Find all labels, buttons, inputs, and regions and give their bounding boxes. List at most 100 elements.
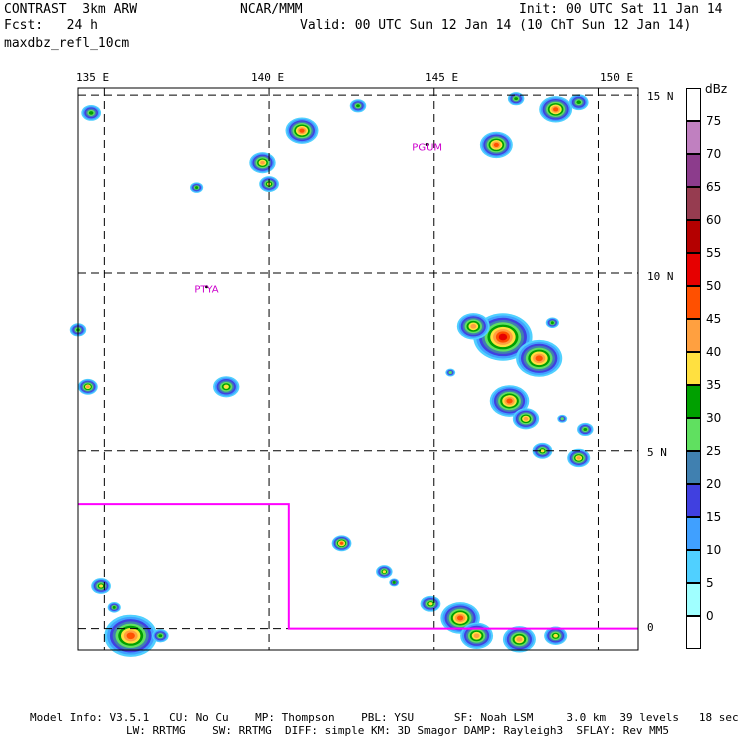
grid-layer bbox=[78, 88, 638, 650]
colorbar-label: 0 bbox=[706, 609, 714, 623]
echo-cell bbox=[389, 578, 400, 587]
echo-level-30 bbox=[356, 104, 360, 108]
valid-time: Valid: 00 UTC Sun 12 Jan 14 (10 ChT Sun … bbox=[300, 18, 692, 33]
colorbar-swatch bbox=[686, 583, 701, 616]
echo-level-40 bbox=[473, 633, 480, 639]
colorbar-label: 60 bbox=[706, 213, 722, 227]
echo-cell bbox=[91, 578, 111, 594]
echo-cell bbox=[479, 131, 513, 159]
lat-label-15: 15 N bbox=[647, 90, 674, 103]
colorbar-swatch bbox=[686, 418, 701, 451]
echo-level-30 bbox=[583, 427, 588, 431]
echo-cell bbox=[249, 152, 276, 174]
echo-cell bbox=[445, 368, 456, 377]
echo-level-30 bbox=[158, 634, 163, 638]
colorbar-swatch bbox=[686, 220, 701, 253]
echo-cell bbox=[516, 339, 563, 377]
echo-cell bbox=[557, 414, 568, 423]
colorbar-swatch bbox=[686, 319, 701, 352]
colorbar-label: 10 bbox=[706, 543, 722, 557]
colorbar-label: 15 bbox=[706, 510, 722, 524]
echo-cell bbox=[152, 629, 169, 643]
echo-level-40 bbox=[523, 416, 529, 421]
colorbar-label: 40 bbox=[706, 345, 722, 359]
echo-cell bbox=[190, 182, 204, 193]
echo-level-35 bbox=[99, 584, 104, 588]
echo-cell bbox=[545, 317, 559, 329]
echo-cell bbox=[420, 595, 441, 612]
station-label: PTYA bbox=[194, 285, 218, 296]
echo-cell bbox=[78, 378, 98, 395]
echo-level-40 bbox=[86, 385, 90, 389]
lon-label-150: 150 E bbox=[600, 71, 634, 84]
echo-cell bbox=[507, 92, 525, 106]
echo-level-30 bbox=[576, 100, 581, 105]
field-name: maxdbz_refl_10cm bbox=[4, 36, 130, 51]
colorbar-label: 30 bbox=[706, 411, 722, 425]
lon-label-145: 145 E bbox=[425, 71, 459, 84]
echo-level-35 bbox=[540, 449, 545, 453]
echo-cell bbox=[489, 385, 530, 417]
colorbar-unit: dBz bbox=[705, 82, 728, 96]
colorbar-swatch bbox=[686, 451, 701, 484]
echo-cell bbox=[81, 104, 102, 121]
echo-level-45 bbox=[126, 632, 135, 640]
echo-level-30 bbox=[550, 321, 554, 325]
echo-level-30 bbox=[88, 111, 94, 115]
colorbar-label: 5 bbox=[706, 576, 714, 590]
echo-level-35 bbox=[553, 633, 558, 638]
echo-cell bbox=[502, 626, 536, 653]
echo-level-40 bbox=[576, 456, 581, 460]
colorbar-swatch bbox=[686, 517, 701, 550]
colorbar-swatch bbox=[686, 253, 701, 286]
colorbar-swatch bbox=[686, 187, 701, 220]
echo-level-45 bbox=[299, 128, 305, 133]
echo-level-30 bbox=[112, 605, 116, 609]
echo-level-35 bbox=[428, 602, 433, 606]
colorbar-label: 50 bbox=[706, 279, 722, 293]
lat-label-5: 5 N bbox=[647, 446, 667, 459]
echo-level-45 bbox=[456, 615, 464, 621]
echo-level-35 bbox=[382, 570, 386, 574]
colorbar-swatch bbox=[686, 154, 701, 187]
station-marker bbox=[425, 142, 429, 146]
echo-cell bbox=[568, 94, 589, 111]
colorbar-swatch bbox=[686, 550, 701, 583]
echo-level-40 bbox=[260, 160, 265, 165]
echo-level-45 bbox=[339, 541, 344, 545]
colorbar-label: 25 bbox=[706, 444, 722, 458]
echo-level-40 bbox=[470, 323, 477, 329]
echo-level-25 bbox=[448, 371, 452, 375]
echo-cell bbox=[440, 602, 480, 634]
echo-level-50 bbox=[498, 333, 508, 341]
lon-label-140: 140 E bbox=[251, 71, 285, 84]
echo-cell bbox=[539, 96, 573, 123]
echo-level-45 bbox=[535, 355, 543, 362]
colorbar-swatch bbox=[686, 352, 701, 385]
station-label: PGUM bbox=[412, 142, 442, 153]
model-info-line2: LW: RRTMG SW: RRTMG DIFF: simple KM: 3D … bbox=[126, 724, 670, 737]
station-marker bbox=[204, 285, 208, 289]
colorbar-label: 65 bbox=[706, 180, 722, 194]
echo-level-30 bbox=[195, 186, 199, 190]
echo-level-30 bbox=[514, 97, 519, 101]
echo-cell bbox=[349, 99, 367, 113]
echo-cell bbox=[104, 614, 158, 657]
model-info-line1: Model Info: V3.5.1 CU: No Cu MP: Thompso… bbox=[30, 711, 739, 724]
forecast-hour: Fcst: 24 h bbox=[4, 18, 98, 33]
init-time: Init: 00 UTC Sat 11 Jan 14 bbox=[519, 2, 723, 17]
domain-layer bbox=[78, 503, 638, 630]
lat-label-0: 0 bbox=[647, 621, 654, 634]
station-layer: PGUM PTYA bbox=[194, 142, 442, 295]
echo-level-30 bbox=[392, 580, 396, 584]
echo-level-45 bbox=[493, 142, 499, 147]
colorbar-swatch bbox=[686, 121, 701, 154]
echo-cell bbox=[544, 626, 568, 645]
colorbar-swatch bbox=[686, 616, 701, 649]
echo-cell bbox=[567, 448, 591, 468]
echo-cell bbox=[460, 622, 494, 649]
echo-level-35 bbox=[223, 384, 229, 389]
echo-cell bbox=[376, 565, 393, 579]
colorbar-swatch bbox=[686, 484, 701, 517]
